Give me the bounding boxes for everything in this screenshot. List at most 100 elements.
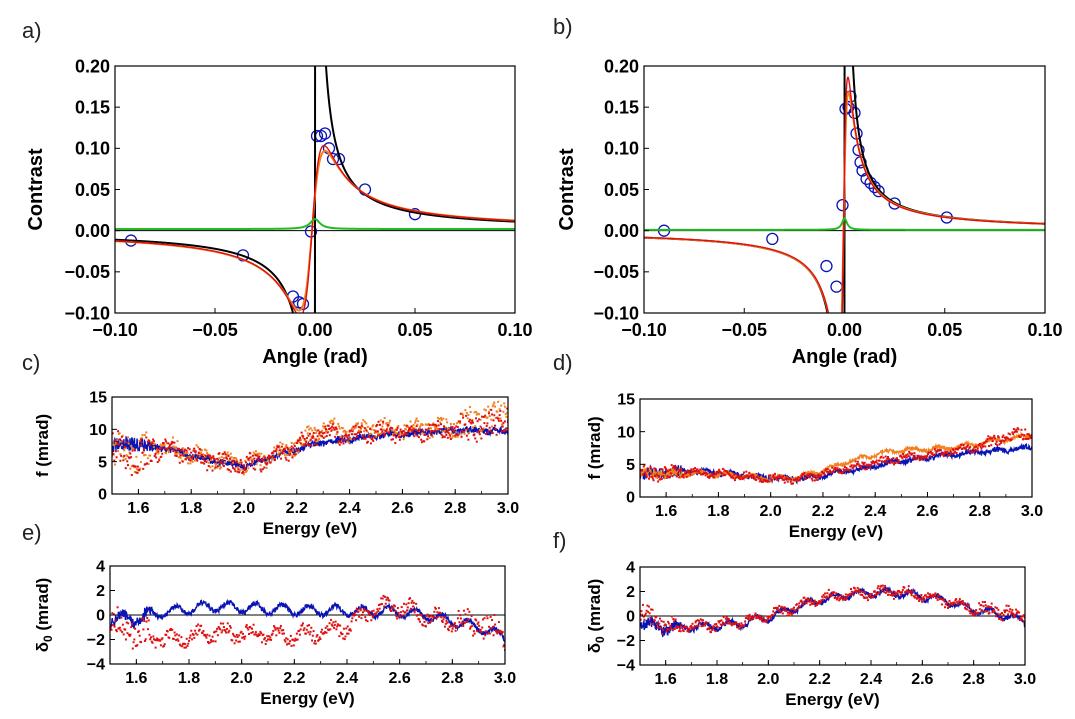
data-point — [334, 620, 337, 623]
data-point — [442, 435, 445, 438]
data-point — [454, 434, 457, 437]
data-point — [309, 438, 312, 441]
data-point — [715, 623, 718, 625]
data-point — [355, 608, 358, 611]
data-point — [844, 598, 847, 601]
y-tick-label: 0 — [626, 490, 635, 507]
y-tick-label: 4 — [626, 560, 635, 577]
data-point — [112, 441, 114, 444]
data-point — [870, 461, 873, 464]
data-point — [848, 469, 851, 472]
panel-b: b)−0.10 −0.05 0.00 0.05 0.10−0.10−0.050.000.… — [553, 14, 1063, 368]
data-point — [311, 436, 314, 439]
data-point — [248, 457, 251, 460]
data-point — [162, 644, 165, 647]
data-point — [986, 605, 989, 608]
data-point — [447, 629, 450, 632]
data-point — [298, 441, 301, 444]
data-point — [257, 452, 260, 455]
data-point — [305, 628, 308, 631]
data-point — [854, 460, 857, 463]
y-tick-label: −0.10 — [593, 303, 639, 323]
data-point — [992, 608, 995, 611]
data-point — [302, 442, 305, 445]
data-point — [452, 430, 455, 433]
data-point — [211, 469, 214, 472]
data-point — [284, 640, 287, 643]
panel-letter: b) — [553, 14, 573, 39]
data-point — [421, 423, 424, 426]
data-point — [175, 453, 178, 456]
data-point — [499, 417, 502, 420]
data-point — [721, 621, 724, 624]
data-point — [835, 468, 838, 471]
data-point — [257, 455, 260, 458]
data-point — [855, 464, 858, 467]
data-point — [203, 633, 206, 636]
data-point — [239, 459, 242, 462]
data-point — [479, 425, 482, 428]
data-point — [946, 601, 949, 604]
data-point — [701, 619, 704, 622]
data-point — [328, 420, 331, 423]
x-axis-label: Energy (eV) — [263, 519, 357, 538]
data-point — [225, 453, 228, 456]
data-point — [334, 426, 337, 429]
data-point — [497, 417, 500, 420]
data-point — [441, 430, 444, 433]
data-point — [245, 624, 248, 627]
data-point — [188, 455, 191, 458]
data-point — [135, 455, 138, 458]
data-point — [193, 636, 196, 639]
data-point — [827, 588, 830, 591]
x-tick-label: 0.05 — [397, 320, 432, 340]
data-point — [1026, 433, 1029, 436]
data-point — [970, 611, 973, 614]
data-point — [246, 626, 249, 629]
data-point — [267, 635, 270, 638]
y-tick-label: −4 — [617, 658, 635, 675]
data-point — [898, 460, 901, 463]
data-point — [750, 474, 753, 477]
data-point — [971, 451, 974, 454]
data-point — [350, 429, 353, 432]
data-point — [376, 431, 379, 434]
x-tick-label: 2.0 — [760, 503, 782, 520]
data-point — [305, 437, 308, 440]
x-tick-label: 2.2 — [812, 503, 834, 520]
data-point — [174, 446, 177, 449]
data-point — [374, 429, 377, 432]
data-point — [412, 423, 415, 426]
data-point — [267, 454, 270, 457]
data-point — [399, 611, 402, 614]
data-point — [269, 636, 272, 639]
data-point — [426, 438, 429, 441]
data-point — [409, 428, 412, 431]
y-tick-label: 0 — [626, 609, 635, 626]
data-point — [952, 449, 955, 452]
data-point — [247, 628, 250, 631]
data-point — [206, 459, 209, 462]
data-point — [247, 467, 250, 470]
data-point — [433, 426, 436, 429]
data-point — [893, 590, 896, 593]
data-point — [187, 462, 190, 465]
data-point — [663, 624, 666, 627]
data-point — [113, 625, 116, 628]
data-point — [125, 621, 128, 624]
data-point — [276, 444, 279, 447]
data-point — [250, 631, 253, 634]
data-point — [255, 463, 258, 466]
data-point — [444, 426, 447, 429]
data-point — [141, 617, 144, 620]
data-point — [346, 436, 349, 439]
data-point — [781, 606, 784, 609]
data-point — [427, 435, 430, 438]
data-point — [330, 419, 333, 422]
data-point — [1023, 620, 1025, 623]
data-point — [226, 468, 229, 471]
data-point — [670, 615, 673, 618]
data-point — [159, 639, 162, 642]
data-point — [451, 436, 454, 439]
x-tick-label: 1.6 — [127, 500, 149, 517]
